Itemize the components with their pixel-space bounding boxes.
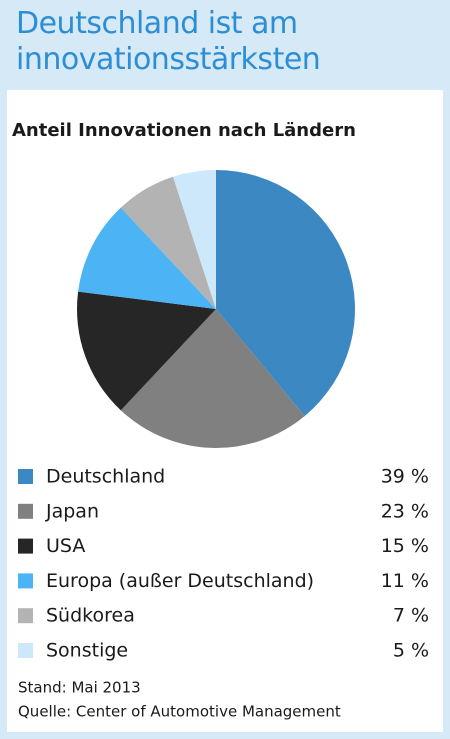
- legend-label: USA: [46, 535, 85, 557]
- legend-label: Europa (außer Deutschland): [46, 570, 314, 592]
- legend-swatch: [18, 469, 33, 484]
- value-label: 39 %: [381, 466, 429, 488]
- pie-slice: [78, 207, 216, 309]
- legend-swatch: [18, 643, 33, 658]
- value-label: 11 %: [381, 570, 429, 592]
- note: Stand: Mai 2013: [18, 679, 141, 697]
- legend-swatch: [18, 573, 33, 589]
- legend-swatch: [18, 538, 33, 554]
- legend-label: Deutschland: [46, 466, 165, 488]
- pie-slice: [77, 291, 216, 411]
- note: Quelle: Center of Automotive Management: [18, 703, 341, 721]
- title: Deutschland ist am innovationsstärksten: [16, 6, 321, 77]
- value-label: 15 %: [381, 535, 429, 557]
- value-label: 23 %: [381, 500, 429, 522]
- legend-swatch: [18, 503, 33, 519]
- value-label: 7 %: [393, 605, 429, 627]
- pie-slice: [216, 170, 355, 417]
- pie-slice: [120, 309, 305, 448]
- subtitle: Anteil Innovationen nach Ländern: [12, 120, 356, 141]
- pie-slice: [120, 176, 216, 309]
- legend-label: Japan: [45, 500, 99, 522]
- pie-slice: [173, 170, 216, 309]
- legend-label: Sonstige: [46, 640, 128, 662]
- legend-label: Südkorea: [46, 605, 135, 627]
- legend-swatch: [18, 608, 33, 624]
- value-label: 5 %: [393, 640, 429, 662]
